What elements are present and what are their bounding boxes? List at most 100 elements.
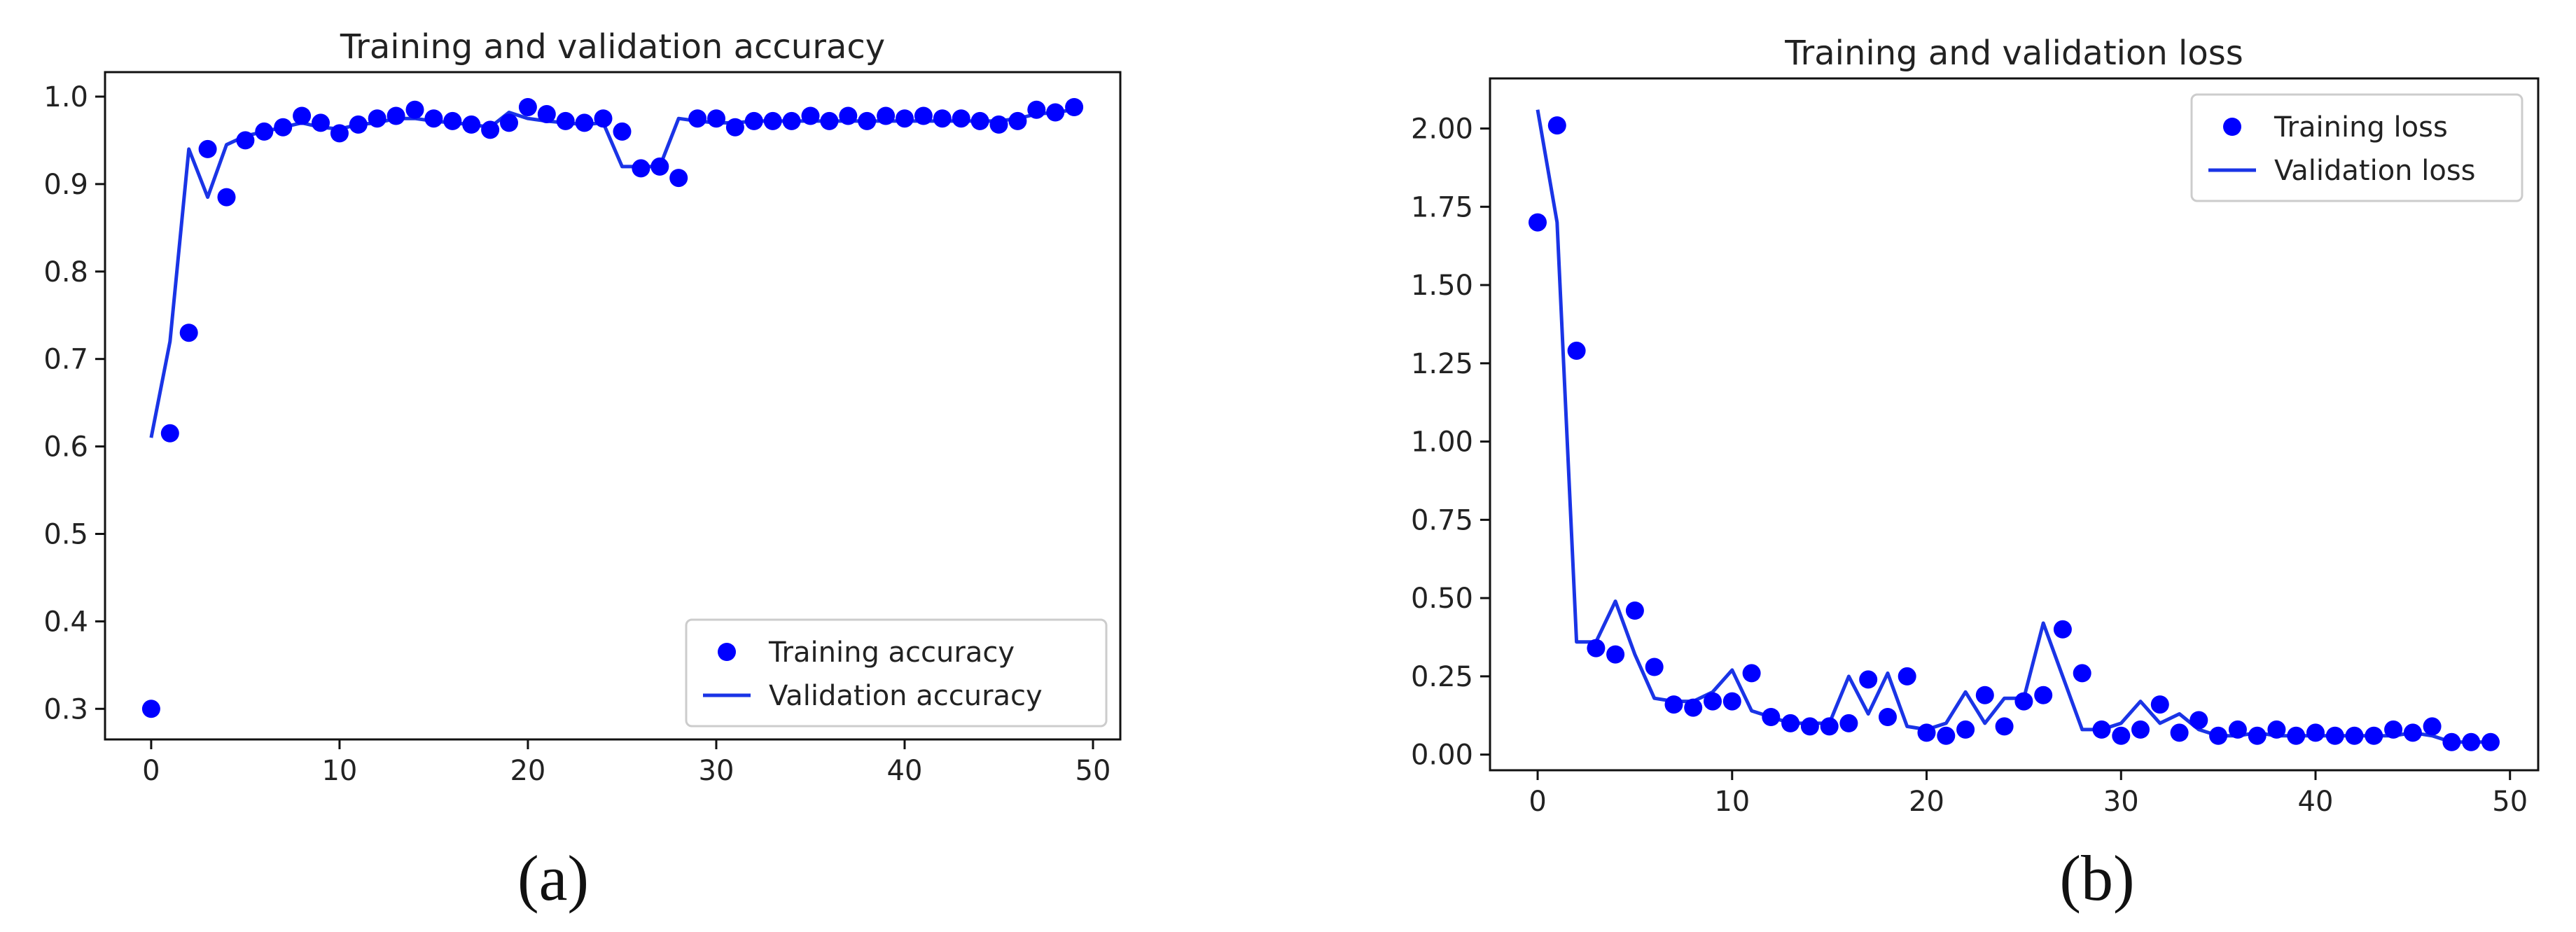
y-tick-label: 0.8: [43, 256, 88, 288]
data-point: [274, 118, 293, 137]
data-point: [2034, 686, 2053, 704]
data-point: [1742, 664, 1761, 683]
data-point: [744, 111, 763, 130]
data-point: [1917, 723, 1936, 742]
data-point: [2481, 732, 2500, 751]
data-point: [2442, 732, 2461, 751]
data-point: [518, 98, 537, 116]
x-tick-label: 30: [699, 755, 734, 787]
data-point: [2287, 726, 2306, 745]
data-point: [914, 106, 933, 125]
data-point: [1956, 720, 1975, 739]
x-tick-label: 20: [1909, 786, 1944, 818]
data-point: [2267, 720, 2286, 739]
legend-box: [2190, 93, 2523, 202]
data-point: [1065, 98, 1084, 116]
data-point: [1008, 111, 1027, 130]
data-point: [349, 115, 368, 134]
y-tick-label: 0.3: [43, 693, 88, 725]
y-tick-label: 0.00: [1411, 739, 1473, 772]
legend-label: Training accuracy: [768, 637, 1015, 669]
data-point: [330, 124, 349, 143]
data-point: [1937, 726, 1956, 745]
data-point: [2403, 723, 2422, 742]
data-point: [481, 120, 500, 139]
data-point: [236, 131, 255, 150]
panel-caption: (a): [517, 842, 589, 914]
data-point: [217, 188, 236, 207]
data-point: [198, 139, 217, 158]
data-point: [594, 109, 613, 128]
data-point: [2150, 695, 2169, 714]
data-point: [1606, 645, 1625, 664]
data-point: [2462, 732, 2481, 751]
chart-title: Training and validation loss: [1784, 34, 2243, 73]
x-tick-label: 0: [1529, 786, 1546, 818]
data-point: [650, 157, 669, 176]
series-training-accuracy: [141, 98, 1084, 718]
data-point: [877, 106, 896, 125]
data-point: [368, 109, 387, 128]
data-point: [858, 111, 877, 130]
legend: Training accuracy Validation accuracy: [685, 618, 1108, 728]
y-tick-label: 0.5: [43, 518, 88, 550]
y-tick-label: 0.4: [43, 606, 88, 638]
y-tick-label: 0.50: [1411, 583, 1473, 615]
y-tick-label: 1.75: [1411, 191, 1473, 223]
chart-title: Training and validation accuracy: [340, 27, 885, 67]
data-point: [1975, 686, 1994, 704]
data-point: [933, 109, 952, 128]
x-tick-label: 50: [1075, 755, 1111, 787]
y-tick-label: 0.6: [43, 431, 88, 464]
legend: Training loss Validation loss: [2190, 93, 2523, 202]
data-point: [2248, 726, 2267, 745]
data-point: [669, 169, 688, 188]
x-tick-label: 0: [142, 755, 160, 787]
data-point: [537, 105, 556, 123]
data-point: [2365, 726, 2383, 745]
data-point: [2189, 711, 2208, 730]
data-point: [613, 122, 632, 141]
x-tick-label: 10: [321, 755, 357, 787]
panel-caption: (b): [2059, 842, 2134, 914]
data-point: [1645, 658, 1664, 676]
plot-frame: [104, 71, 1122, 741]
accuracy-chart-panel: Training and validation accuracy 0 10 20 30 4…: [43, 27, 1122, 914]
loss-chart-panel: Training and validation loss 0 10 20 30 40 50 0…: [1411, 34, 2540, 914]
legend-label: Validation loss: [2274, 155, 2476, 187]
y-tick-label: 1.0: [43, 81, 88, 113]
data-point: [839, 106, 858, 125]
data-point: [179, 324, 198, 342]
data-point: [575, 113, 594, 132]
data-point: [2014, 692, 2033, 711]
data-point: [1898, 667, 1916, 686]
data-point: [801, 106, 820, 125]
x-tick-label: 50: [2492, 786, 2528, 818]
y-tick-label: 0.25: [1411, 661, 1473, 693]
data-point: [2112, 726, 2131, 745]
data-point: [387, 106, 405, 125]
data-point: [255, 122, 274, 141]
data-point: [1820, 717, 1839, 736]
data-point: [725, 118, 744, 137]
data-point: [2306, 723, 2325, 742]
data-point: [2228, 720, 2247, 739]
data-point: [312, 113, 330, 132]
data-point: [707, 109, 725, 128]
y-tick-label: 0.9: [43, 169, 88, 201]
data-point: [1781, 714, 1800, 732]
data-point: [141, 700, 160, 718]
data-point: [405, 100, 424, 119]
data-point: [2209, 726, 2228, 745]
x-tick-label: 30: [2103, 786, 2139, 818]
y-tick-label: 0.7: [43, 344, 88, 376]
legend-dot-marker: [2223, 118, 2241, 136]
data-point: [2131, 720, 2150, 739]
data-point: [1839, 714, 1858, 732]
data-point: [2345, 726, 2364, 745]
data-point: [1567, 341, 1586, 360]
x-tick-label: 40: [887, 755, 923, 787]
data-point: [424, 109, 443, 128]
data-point: [989, 115, 1008, 134]
data-point: [688, 109, 707, 128]
